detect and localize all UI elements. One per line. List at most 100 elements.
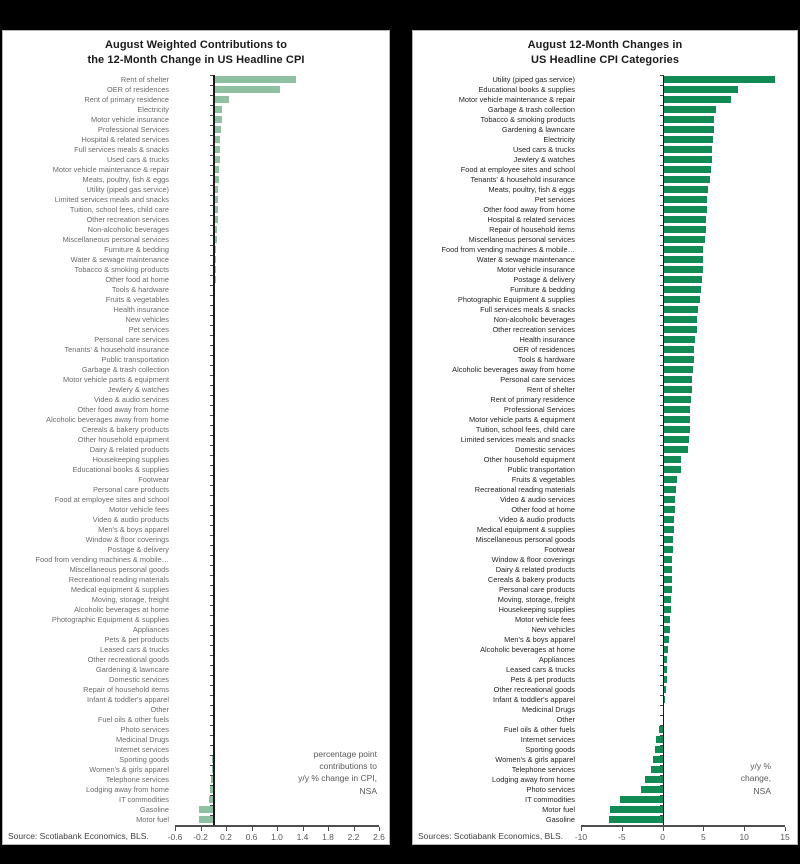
category-axis-tick	[659, 725, 663, 726]
category-label: Personal care products	[93, 485, 169, 494]
category-axis-tick	[210, 135, 214, 136]
category-axis-tick	[210, 95, 214, 96]
bar-track	[581, 735, 785, 745]
bar-row: Pets & pet products	[413, 675, 797, 685]
bar-row: Food at employee sites and school	[3, 495, 389, 505]
bar-track	[581, 385, 785, 395]
category-label: Alcoholic beverages at home	[74, 605, 169, 614]
category-label: Public transportation	[101, 355, 169, 364]
bar	[652, 756, 663, 763]
bar	[662, 546, 674, 553]
bar-track	[581, 665, 785, 675]
category-axis-tick	[659, 505, 663, 506]
bar-track	[175, 505, 379, 515]
bar-row: Limited services meals and snacks	[3, 195, 389, 205]
category-axis-tick	[659, 225, 663, 226]
category-label: Medicinal Drugs	[522, 705, 575, 714]
bar-track	[581, 105, 785, 115]
category-label: Alcoholic beverages away from home	[46, 415, 169, 424]
bar-track	[175, 75, 379, 85]
bar-track	[175, 735, 379, 745]
category-axis-tick	[210, 255, 214, 256]
category-label: Postage & delivery	[513, 275, 575, 284]
category-label: Other household equipment	[483, 455, 575, 464]
category-label: Motor vehicle parts & equipment	[63, 375, 169, 384]
bar-track	[581, 535, 785, 545]
category-label: Moving, storage, freight	[497, 595, 575, 604]
bar-row: Tools & hardware	[3, 285, 389, 295]
bar-track	[581, 515, 785, 525]
bar-track	[581, 405, 785, 415]
bar-track	[175, 655, 379, 665]
category-label: Other	[556, 715, 575, 724]
bar	[662, 136, 714, 143]
bar-track	[581, 115, 785, 125]
category-axis-tick	[210, 155, 214, 156]
bar-row: Full services meals & snacks	[413, 305, 797, 315]
bar-track	[581, 455, 785, 465]
category-label: Sporting goods	[119, 755, 169, 764]
category-label: Tuition, school fees, child care	[69, 205, 169, 214]
bar-track	[581, 95, 785, 105]
bar-track	[581, 565, 785, 575]
category-label: Men's & boys apparel	[98, 525, 169, 534]
category-label: Jewlery & watches	[107, 385, 169, 394]
category-axis-tick	[659, 325, 663, 326]
bar-row: Fruits & vegetables	[3, 295, 389, 305]
bar-row: Motor fuel	[3, 815, 389, 825]
bar-row: Infant & toddler's apparel	[3, 695, 389, 705]
category-axis-tick	[659, 595, 663, 596]
bar-row: Miscellaneous personal goods	[413, 535, 797, 545]
bar	[210, 786, 214, 793]
bar-row: New vehicles	[3, 315, 389, 325]
x-axis-tick-label: 1.4	[296, 832, 309, 842]
bar-row: Tuition, school fees, child care	[413, 425, 797, 435]
category-label: Motor vehicle insurance	[496, 265, 575, 274]
category-label: Personal care products	[499, 585, 575, 594]
category-label: Sporting goods	[525, 745, 575, 754]
x-axis-tick	[226, 827, 227, 831]
bar-row: Appliances	[3, 625, 389, 635]
category-axis-tick	[659, 295, 663, 296]
bar-track	[581, 185, 785, 195]
category-label: Alcoholic beverages away from home	[452, 365, 575, 374]
category-axis-tick	[659, 405, 663, 406]
bar-row: Non-alcoholic beverages	[413, 315, 797, 325]
category-axis-tick	[210, 105, 214, 106]
bar-track	[175, 515, 379, 525]
bar-row: Meats, poultry, fish & eggs	[413, 185, 797, 195]
category-label: Miscellaneous personal goods	[475, 535, 575, 544]
bar-track	[175, 755, 379, 765]
bar-track	[175, 585, 379, 595]
category-label: Infant & toddler's apparel	[493, 695, 575, 704]
category-label: OER of residences	[106, 85, 169, 94]
bar-row: Repair of household items	[413, 225, 797, 235]
bar	[662, 666, 667, 673]
bar-track	[581, 775, 785, 785]
bar-row: Recreational reading materials	[413, 485, 797, 495]
bar-track	[175, 805, 379, 815]
bar	[662, 376, 692, 383]
right-chart-plot-area: y/y % change, NSA Utility (piped gas ser…	[413, 75, 797, 825]
left-chart-note: percentage point contributions to y/y % …	[298, 748, 377, 796]
category-label: IT commodities	[119, 795, 169, 804]
bar	[662, 96, 732, 103]
bar-row: Recreational reading materials	[3, 575, 389, 585]
bar-track	[581, 325, 785, 335]
bar-track	[581, 705, 785, 715]
category-axis-tick	[659, 715, 663, 716]
bar-row: Rent of shelter	[413, 385, 797, 395]
category-label: Lodging away from home	[492, 775, 575, 784]
category-axis-tick	[210, 795, 214, 796]
category-axis-tick	[210, 85, 214, 86]
category-label: Limited services meals and snacks	[460, 435, 575, 444]
bar	[662, 466, 681, 473]
category-label: Fruits & vegetables	[105, 295, 169, 304]
bar-track	[581, 285, 785, 295]
category-axis-tick	[210, 445, 214, 446]
bar-row: Jewlery & watches	[3, 385, 389, 395]
bar	[662, 416, 691, 423]
bar-row: Postage & delivery	[3, 545, 389, 555]
category-axis-tick	[659, 185, 663, 186]
category-axis-tick	[659, 175, 663, 176]
